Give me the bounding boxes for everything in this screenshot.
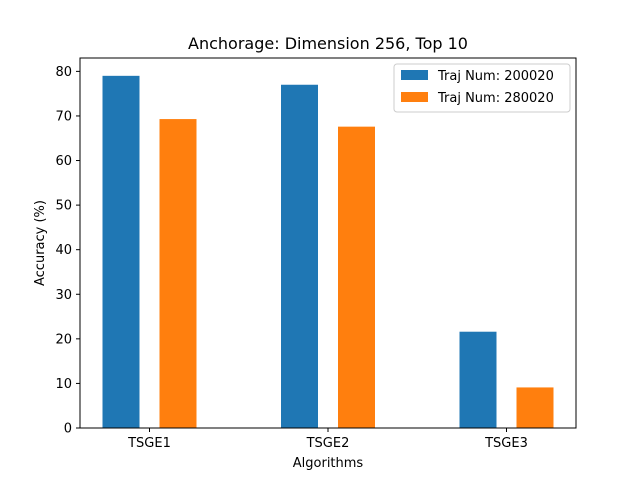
x-tick-label: TSGE2 bbox=[306, 436, 350, 451]
bar-series-2-tsge3 bbox=[516, 387, 554, 428]
bar-series-1-tsge1 bbox=[102, 75, 140, 428]
y-axis-label: Accuracy (%) bbox=[33, 200, 48, 286]
plot-frame bbox=[79, 57, 577, 429]
y-tick-label: 30 bbox=[55, 288, 72, 303]
y-tick-label: 80 bbox=[55, 65, 72, 80]
legend-box bbox=[393, 63, 571, 113]
y-axis-ticks: 0 10 20 30 40 50 60 70 80 bbox=[55, 65, 80, 437]
bar-series-1-tsge3 bbox=[459, 331, 497, 428]
bar-series-2-tsge2 bbox=[338, 126, 375, 428]
chart-title: Anchorage: Dimension 256, Top 10 bbox=[188, 34, 468, 53]
y-tick-label: 0 bbox=[64, 422, 72, 437]
legend: Traj Num: 200020 Traj Num: 280020 bbox=[393, 63, 571, 113]
x-tick-label: TSGE1 bbox=[127, 436, 171, 451]
y-tick-label: 60 bbox=[55, 154, 72, 169]
x-axis-ticks: TSGE1 TSGE2 TSGE3 bbox=[127, 428, 528, 451]
y-tick-label: 10 bbox=[55, 377, 72, 392]
y-tick-label: 70 bbox=[55, 109, 72, 124]
y-tick-label: 20 bbox=[55, 332, 72, 347]
bars-layer bbox=[102, 75, 554, 429]
x-tick-label: TSGE3 bbox=[484, 436, 528, 451]
legend-label-series-2: Traj Num: 280020 bbox=[437, 91, 554, 106]
y-tick-label: 40 bbox=[55, 243, 72, 258]
x-axis-label: Algorithms bbox=[293, 456, 364, 471]
legend-label-series-1: Traj Num: 200020 bbox=[437, 69, 554, 84]
legend-swatch-series-2 bbox=[401, 92, 428, 102]
bar-series-1-tsge2 bbox=[281, 84, 318, 429]
bar-series-2-tsge1 bbox=[159, 119, 197, 428]
y-tick-label: 50 bbox=[55, 199, 72, 214]
legend-swatch-series-1 bbox=[401, 70, 428, 80]
